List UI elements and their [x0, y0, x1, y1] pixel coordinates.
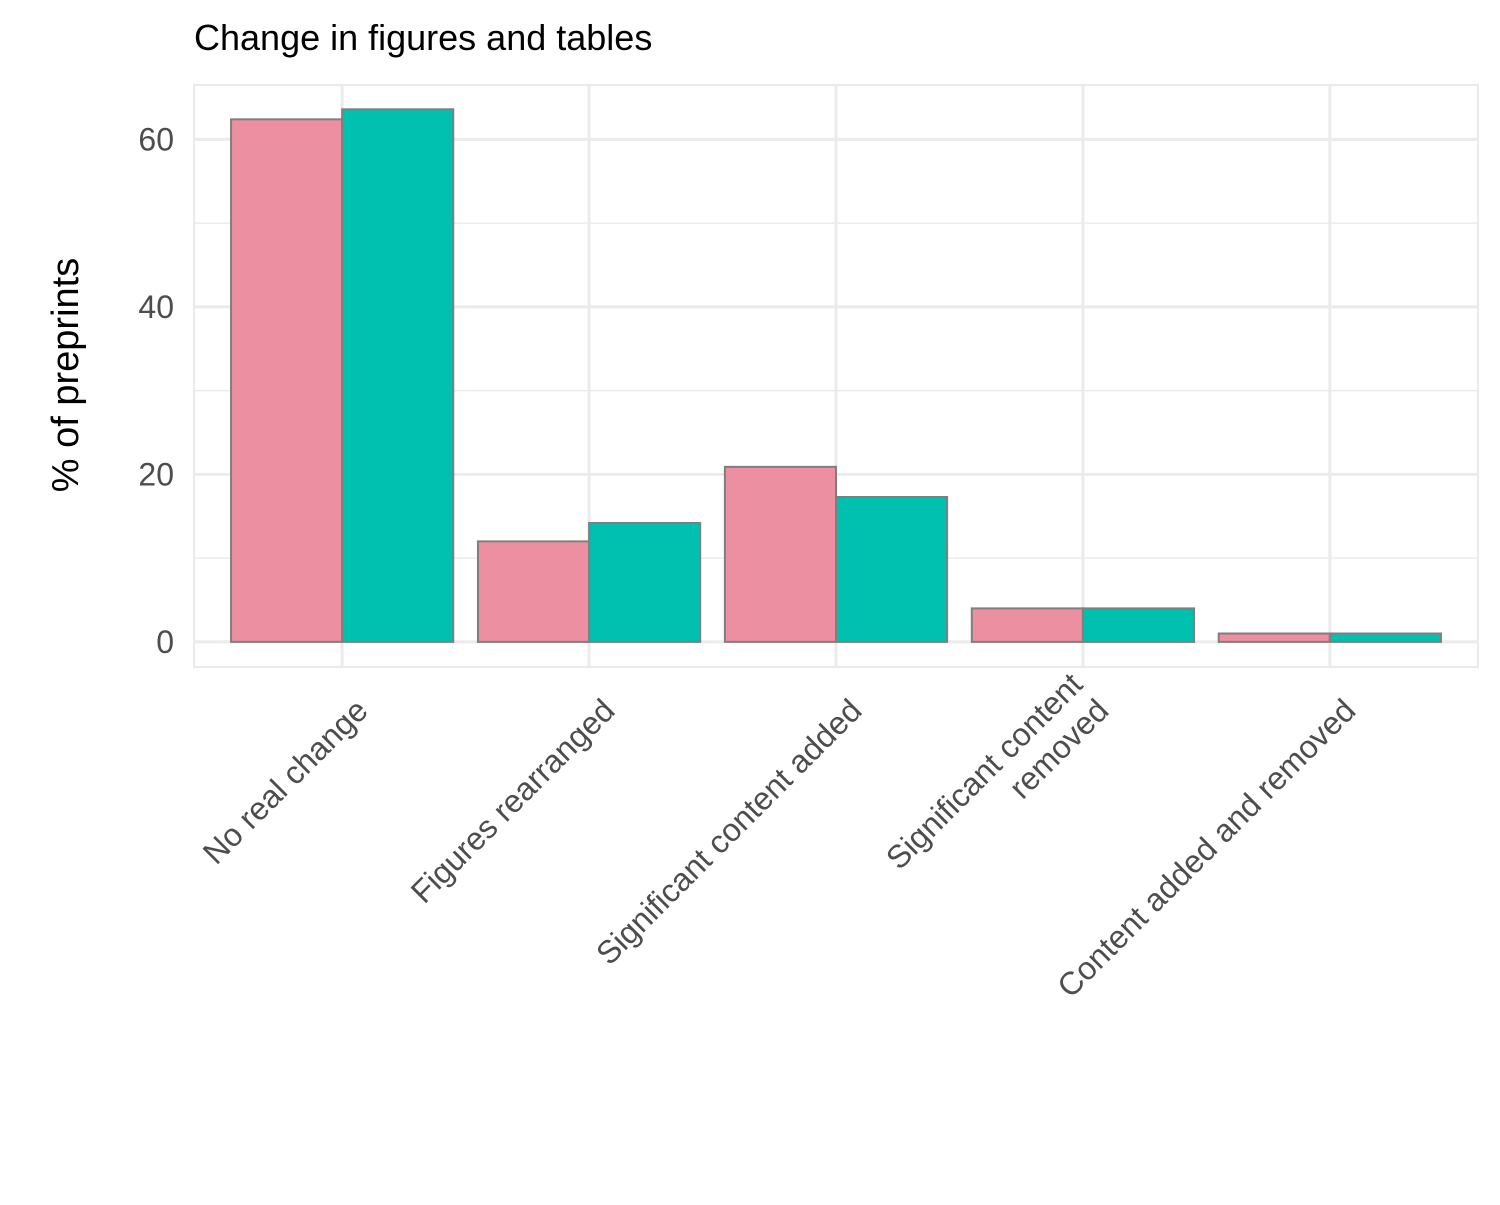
bar [970, 607, 1084, 643]
bar [476, 540, 591, 643]
bar [1217, 632, 1331, 643]
x-category-label: Significant contentremoved [879, 666, 1116, 903]
x-category-label: Significant content added [589, 692, 869, 972]
bar [1081, 607, 1196, 643]
x-category-label-line: Figures rearranged [404, 692, 622, 910]
bar [1328, 632, 1442, 643]
bar [341, 108, 455, 643]
x-axis-labels: No real change Figures rearrangedSignific… [196, 666, 1363, 1005]
x-category-label-line: Significant content added [589, 692, 869, 972]
bar [835, 496, 949, 643]
bars [230, 108, 1442, 643]
y-tick-label: 40 [138, 289, 174, 325]
x-category-label: Content added and removed [1050, 692, 1362, 1004]
x-category-label: Figures rearranged [404, 692, 622, 910]
y-axis-ticks: 0 20 40 60 [138, 121, 174, 659]
y-tick-label: 0 [156, 624, 174, 660]
y-axis-title: % of preprints [45, 258, 87, 492]
bar [588, 521, 702, 643]
x-category-label-line: Content added and removed [1050, 692, 1362, 1004]
x-category-label: No real change [196, 692, 375, 871]
y-tick-label: 20 [138, 456, 174, 492]
bar [723, 465, 838, 643]
x-category-label-line: No real change [196, 692, 375, 871]
y-tick-label: 60 [138, 121, 174, 157]
chart-title: Change in figures and tables [194, 17, 652, 58]
bar [230, 118, 344, 643]
